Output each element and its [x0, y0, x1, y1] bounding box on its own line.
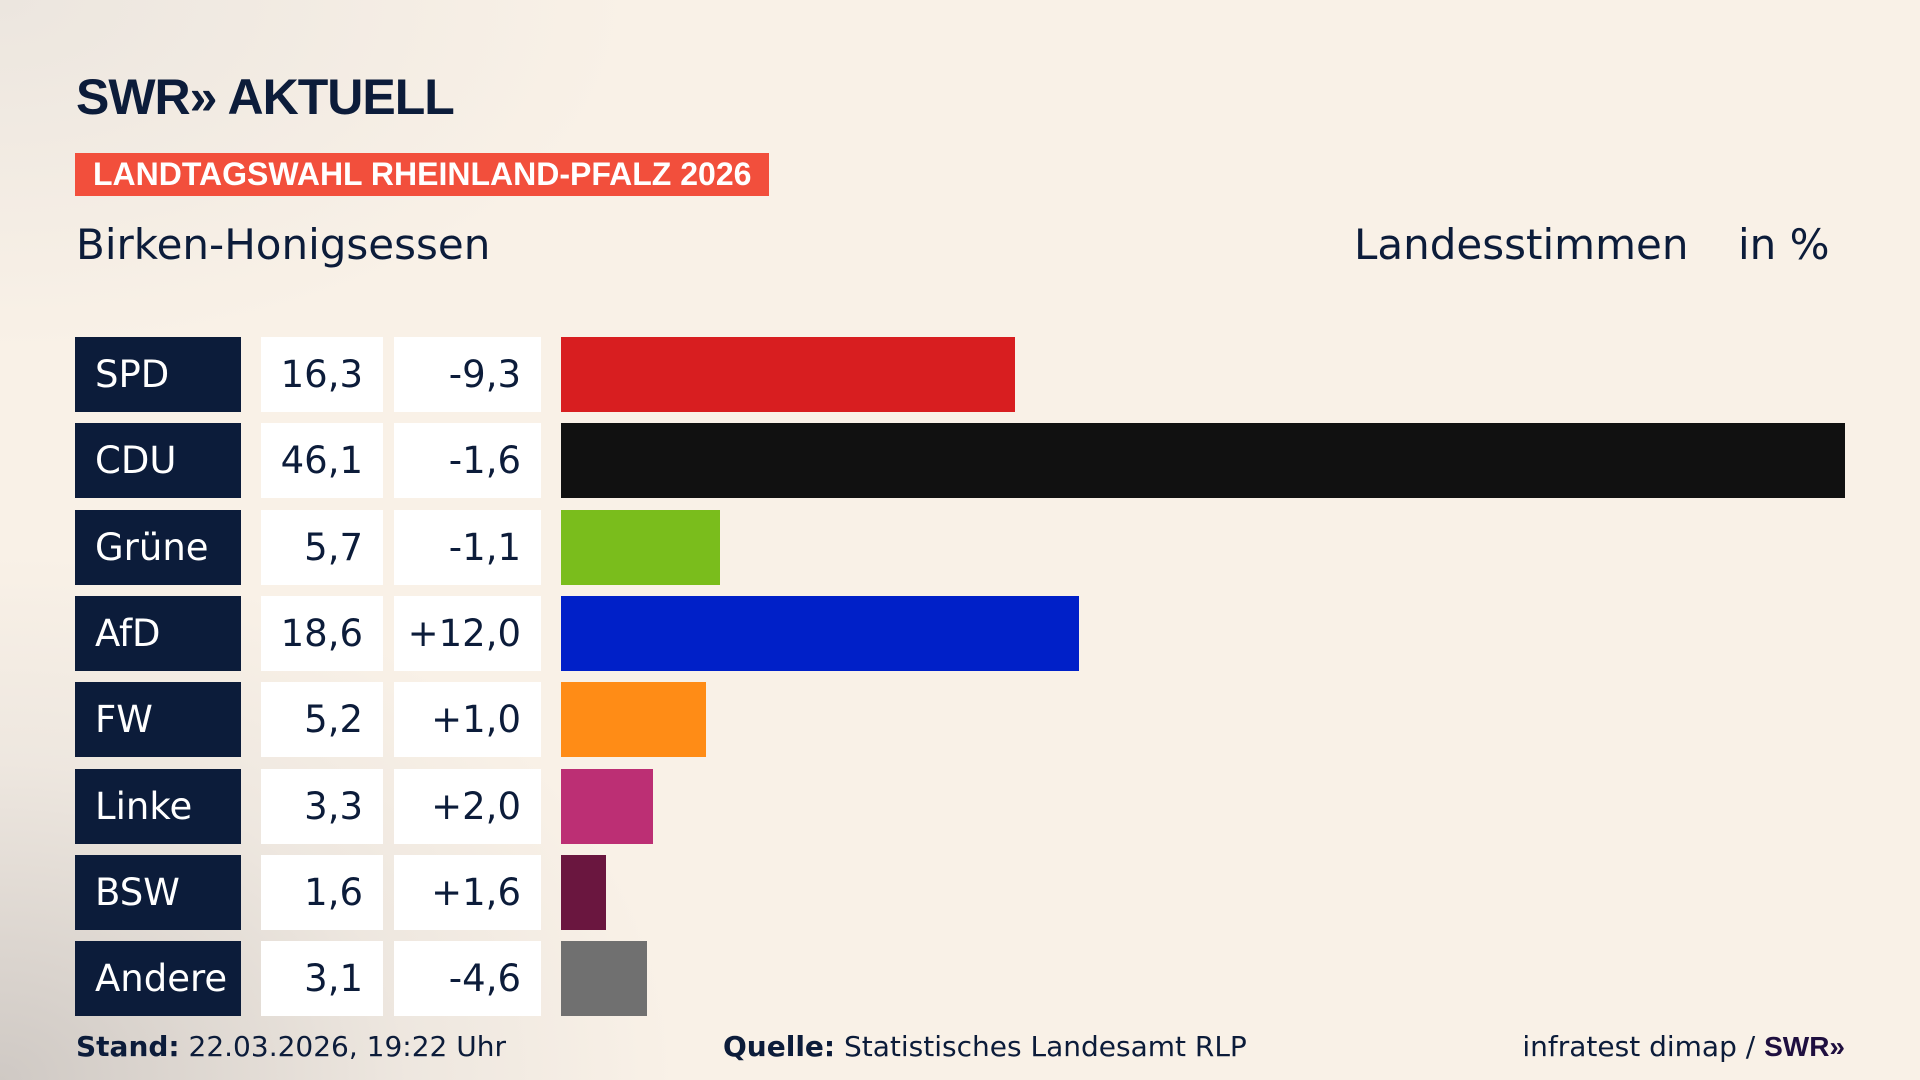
vote-share: 46,1	[261, 423, 383, 499]
party-label: SPD	[75, 337, 241, 412]
unit-label: in %	[1738, 220, 1830, 269]
result-row-grüne: Grüne 5,7 -1,1	[0, 509, 1920, 585]
bar-grüne	[561, 509, 720, 585]
stand-label: Stand:	[76, 1030, 180, 1063]
result-row-spd: SPD 16,3 -9,3	[0, 337, 1920, 412]
party-label: FW	[75, 682, 241, 758]
vote-change: +12,0	[394, 595, 541, 671]
swr-logo: SWR»	[1764, 1031, 1845, 1062]
bar-bsw	[561, 854, 606, 930]
party-label: CDU	[75, 423, 241, 499]
vote-share: 1,6	[261, 854, 383, 930]
result-row-andere: Andere 3,1 -4,6	[0, 941, 1920, 1017]
source-label: Quelle:	[723, 1030, 836, 1063]
party-label: Grüne	[75, 509, 241, 585]
stand-value: 22.03.2026, 19:22 Uhr	[188, 1030, 506, 1063]
vote-change: -1,6	[394, 423, 541, 499]
vote-change: +1,0	[394, 682, 541, 758]
vote-change: -4,6	[394, 941, 541, 1017]
result-row-bsw: BSW 1,6 +1,6	[0, 854, 1920, 930]
result-row-linke: Linke 3,3 +2,0	[0, 768, 1920, 844]
swr-aktuell-logo: SWR» AKTUELL	[76, 69, 455, 125]
credit-text: infratest dimap /	[1522, 1030, 1765, 1063]
timestamp: Stand: 22.03.2026, 19:22 Uhr	[76, 1030, 506, 1063]
vote-share: 5,2	[261, 682, 383, 758]
vote-type-label: Landesstimmen	[1354, 220, 1689, 269]
bar-spd	[561, 337, 1015, 412]
vote-change: -1,1	[394, 509, 541, 585]
vote-share: 3,3	[261, 768, 383, 844]
result-row-cdu: CDU 46,1 -1,6	[0, 423, 1920, 499]
bar-afd	[561, 595, 1080, 671]
credit: infratest dimap / SWR»	[1522, 1030, 1845, 1063]
party-label: BSW	[75, 854, 241, 930]
bar-fw	[561, 682, 706, 758]
vote-change: -9,3	[394, 337, 541, 412]
bar-andere	[561, 941, 648, 1017]
source-value: Statistisches Landesamt RLP	[844, 1030, 1247, 1063]
bar-cdu	[561, 423, 1845, 499]
party-label: AfD	[75, 595, 241, 671]
vote-share: 3,1	[261, 941, 383, 1017]
vote-share: 16,3	[261, 337, 383, 412]
party-label: Andere	[75, 941, 241, 1017]
election-badge: LANDTAGSWAHL RHEINLAND-PFALZ 2026	[75, 153, 770, 196]
vote-change: +1,6	[394, 854, 541, 930]
source: Quelle: Statistisches Landesamt RLP	[723, 1030, 1247, 1063]
result-row-fw: FW 5,2 +1,0	[0, 682, 1920, 758]
vote-share: 5,7	[261, 509, 383, 585]
vote-share: 18,6	[261, 595, 383, 671]
vote-change: +2,0	[394, 768, 541, 844]
bar-linke	[561, 768, 653, 844]
result-row-afd: AfD 18,6 +12,0	[0, 595, 1920, 671]
party-label: Linke	[75, 768, 241, 844]
location-title: Birken-Honigsessen	[76, 220, 491, 269]
